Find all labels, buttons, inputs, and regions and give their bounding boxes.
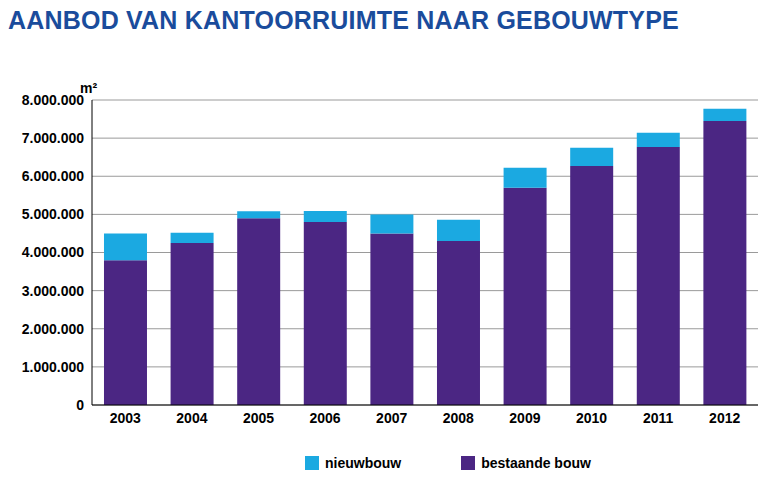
svg-text:0: 0: [76, 397, 84, 413]
svg-text:2003: 2003: [110, 410, 141, 426]
html-text:bestaande bouw: bestaande bouw: [481, 455, 591, 471]
svg-text:3.000.000: 3.000.000: [22, 283, 84, 299]
svg-text:2005: 2005: [243, 410, 274, 426]
svg-text:2012: 2012: [709, 410, 740, 426]
svg-text:2009: 2009: [509, 410, 540, 426]
svg-text:2007: 2007: [376, 410, 407, 426]
svg-text:7.000.000: 7.000.000: [22, 130, 84, 146]
html-text:AANBOD VAN KANTOORRUIMTE NAAR: AANBOD VAN KANTOORRUIMTE NAAR GEBOUWTYPE: [8, 6, 679, 34]
svg-text:5.000.000: 5.000.000: [22, 206, 84, 222]
svg-text:2011: 2011: [643, 410, 674, 426]
svg-text:2006: 2006: [310, 410, 341, 426]
svg-text:8.000.000: 8.000.000: [22, 92, 84, 108]
svg-text:4.000.000: 4.000.000: [22, 244, 84, 260]
svg-text:6.000.000: 6.000.000: [22, 168, 84, 184]
svg-text:2004: 2004: [176, 410, 207, 426]
svg-text:2010: 2010: [576, 410, 607, 426]
html-text:nieuwbouw: nieuwbouw: [325, 455, 402, 471]
svg-text:2008: 2008: [443, 410, 474, 426]
svg-text:1.000.000: 1.000.000: [22, 359, 84, 375]
svg-text:2.000.000: 2.000.000: [22, 321, 84, 337]
html-text:m²: m²: [80, 80, 98, 96]
